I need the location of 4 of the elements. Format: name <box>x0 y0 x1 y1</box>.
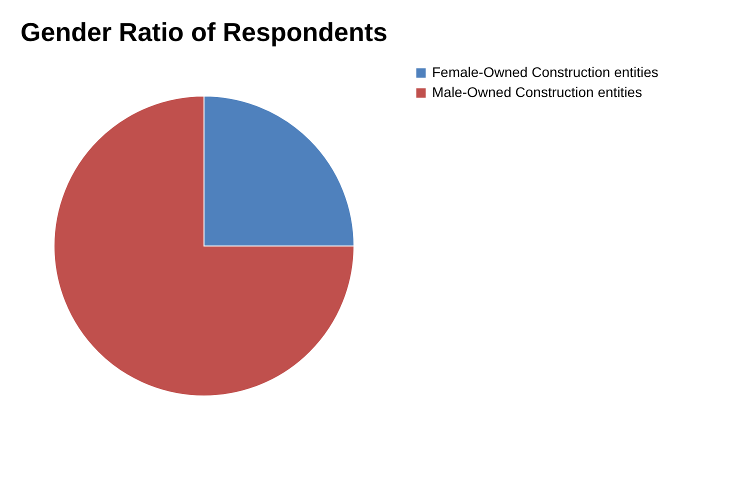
legend-label: Female-Owned Construction entities <box>432 64 658 80</box>
chart-title: Gender Ratio of Respondents <box>20 17 388 47</box>
pie-slice <box>54 96 354 396</box>
legend-label: Male-Owned Construction entities <box>432 84 642 100</box>
